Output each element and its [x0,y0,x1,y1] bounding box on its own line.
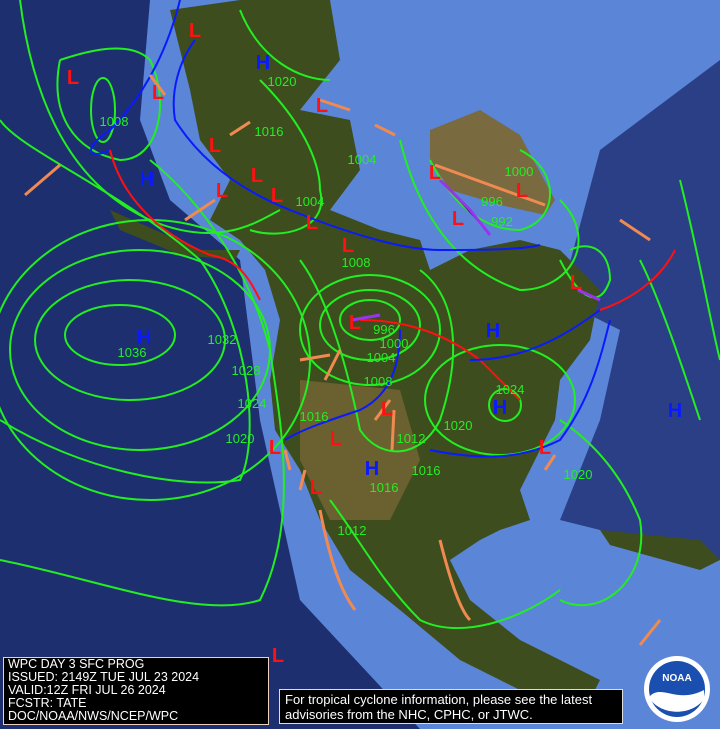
low-pressure-center: L [269,437,281,459]
low-pressure-center: L [342,235,354,257]
isobar-label: 1000 [505,164,534,179]
low-pressure-center: L [152,82,164,104]
low-pressure-center: L [251,165,263,187]
troughs [24,74,662,646]
isobar-label: 1028 [232,363,261,378]
isobar-label: 1024 [238,396,267,411]
note-line-2: advisories from the NHC, CPHC, or JTWC. [285,707,533,722]
note-line-1: For tropical cyclone information, please… [285,692,593,707]
isobar-label: 1020 [564,467,593,482]
isobar-label: 1020 [268,74,297,89]
isobar-label: 1012 [338,523,367,538]
isobar-label: 1008 [342,255,371,270]
cold-front [172,39,541,252]
isobars [0,0,720,629]
isobar-label: 1020 [226,431,255,446]
high-pressure-center: H [140,168,154,190]
low-pressure-center: L [381,398,393,420]
occluded-front [438,178,492,236]
noaa-logo-text: NOAA [662,673,691,684]
isobar-label: 1004 [296,194,325,209]
low-pressure-center: L [271,185,283,207]
low-pressure-center: L [189,20,201,42]
isobar-label: 1016 [255,124,284,139]
isobar-label: 1004 [348,152,377,167]
product-info-box: WPC DAY 3 SFC PROG ISSUED: 2149Z TUE JUL… [3,657,269,725]
product-title: WPC DAY 3 SFC PROG [8,657,145,671]
high-pressure-center: H [256,52,270,74]
low-pressure-center: L [539,437,551,459]
cold-front [429,319,611,458]
forecaster: FCSTR: TATE [8,696,87,710]
low-pressure-center: L [330,428,342,450]
isobar-label: 1016 [300,409,329,424]
low-pressure-center: L [429,162,441,184]
isobar-label: 1032 [208,332,237,347]
agency: DOC/NOAA/NWS/NCEP/WPC [8,709,179,723]
high-pressure-center: H [137,327,151,349]
caribbean-islands [600,530,720,570]
cold-front [469,309,601,361]
low-pressure-center: L [306,212,318,234]
isobar-label: 1004 [367,350,396,365]
low-pressure-center: L [209,135,221,157]
isobar-label: 1012 [397,431,426,446]
isobar-label: 996 [373,322,395,337]
low-pressure-center: L [67,67,79,89]
low-pressure-center: L [516,180,528,202]
high-pressure-center: H [668,400,682,422]
low-pressure-center: L [310,477,322,499]
high-pressure-center: H [493,397,507,419]
low-pressure-center: L [570,272,582,294]
occluded-front [577,288,601,302]
occluded-front [351,313,381,322]
warm-front [109,149,261,301]
warm-front [599,249,676,311]
low-pressure-center: L [216,180,228,202]
rocky-mountains [300,380,420,520]
low-pressure-center: L [349,312,361,334]
issued-time: ISSUED: 2149Z TUE JUL 23 2024 [8,670,200,684]
cold-front [90,0,181,155]
isobar-label: 1008 [100,114,129,129]
isobar-label: 1024 [496,382,525,397]
isobar-label: 1000 [380,336,409,351]
low-pressure-center: L [452,208,464,230]
tropical-cyclone-note: For tropical cyclone information, please… [279,689,623,724]
warm-front [359,319,521,401]
isobar-label: 1008 [364,374,393,389]
isobar-label: 992 [491,214,513,229]
high-pressure-center: H [486,320,500,342]
isobar-label: 1020 [444,418,473,433]
isobar-label: 1016 [370,480,399,495]
noaa-logo: NOAA [644,656,710,722]
cold-front [284,329,401,441]
valid-time: VALID:12Z FRI JUL 26 2024 [8,683,166,697]
isobar-label: 1016 [412,463,441,478]
fronts [90,0,676,458]
isobar-labels: 1008102010161004100410009969921008996100… [100,74,593,538]
north-america [170,0,600,700]
low-pressure-center: L [316,95,328,117]
aleutian-region [110,210,240,260]
low-pressure-center: L [272,645,284,667]
isobar-label: 1036 [118,345,147,360]
high-pressure-center: H [365,458,379,480]
isobar-label: 996 [481,194,503,209]
greenland [430,110,555,215]
